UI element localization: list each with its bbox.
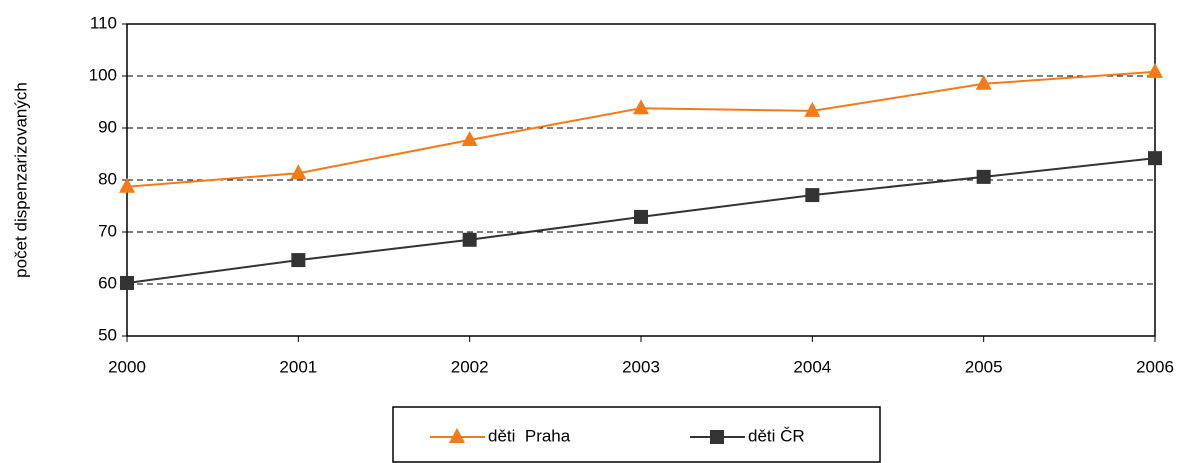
- marker: [976, 169, 991, 184]
- y-tick-label: 50: [98, 325, 117, 344]
- x-tick-label: 2004: [793, 357, 831, 376]
- x-tick-label: 2003: [622, 357, 660, 376]
- x-tick-label: 2000: [108, 357, 146, 376]
- marker: [634, 209, 648, 224]
- legend-label: děti ČR: [748, 426, 805, 445]
- x-tick-label: 2001: [279, 357, 317, 376]
- y-axis-label: počet dispenzarizovaných: [11, 82, 30, 278]
- marker: [633, 99, 649, 115]
- marker: [120, 275, 134, 290]
- marker: [462, 232, 477, 247]
- marker: [975, 74, 992, 90]
- x-tick-label: 2006: [1136, 357, 1174, 376]
- marker: [1147, 62, 1163, 78]
- legend-box: [392, 406, 881, 463]
- marker: [805, 188, 820, 203]
- legend-label: děti Praha: [488, 426, 571, 445]
- legend-marker: [710, 430, 724, 444]
- y-tick-label: 100: [89, 65, 117, 84]
- y-tick-label: 110: [90, 13, 117, 32]
- marker: [291, 253, 306, 268]
- marker: [290, 164, 307, 180]
- x-tick-label: 2005: [965, 357, 1003, 376]
- y-tick-label: 90: [98, 117, 117, 136]
- marker: [804, 101, 821, 117]
- y-tick-label: 80: [98, 169, 117, 188]
- y-tick-label: 70: [98, 221, 117, 240]
- series-line: [126, 70, 1156, 188]
- marker: [1148, 151, 1162, 166]
- legend-marker: [449, 428, 465, 443]
- x-tick-label: 2002: [451, 357, 489, 376]
- marker: [119, 177, 135, 193]
- y-tick-label: 60: [98, 273, 117, 292]
- marker: [461, 130, 478, 146]
